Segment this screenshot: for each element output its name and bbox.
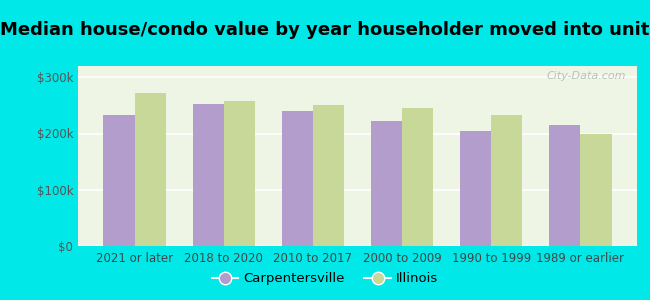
Bar: [192, 104, 224, 246]
Bar: [103, 116, 135, 246]
Bar: [491, 116, 523, 246]
Legend: Carpentersville, Illinois: Carpentersville, Illinois: [206, 267, 444, 290]
Bar: [313, 105, 344, 246]
Text: City-Data.com: City-Data.com: [546, 71, 626, 81]
Text: Median house/condo value by year householder moved into unit: Median house/condo value by year househo…: [0, 21, 650, 39]
Bar: [549, 125, 580, 246]
Bar: [402, 108, 434, 246]
Bar: [371, 121, 402, 246]
Bar: [580, 134, 612, 246]
Bar: [224, 101, 255, 246]
Bar: [460, 131, 491, 246]
Bar: [281, 111, 313, 246]
Bar: [135, 93, 166, 246]
